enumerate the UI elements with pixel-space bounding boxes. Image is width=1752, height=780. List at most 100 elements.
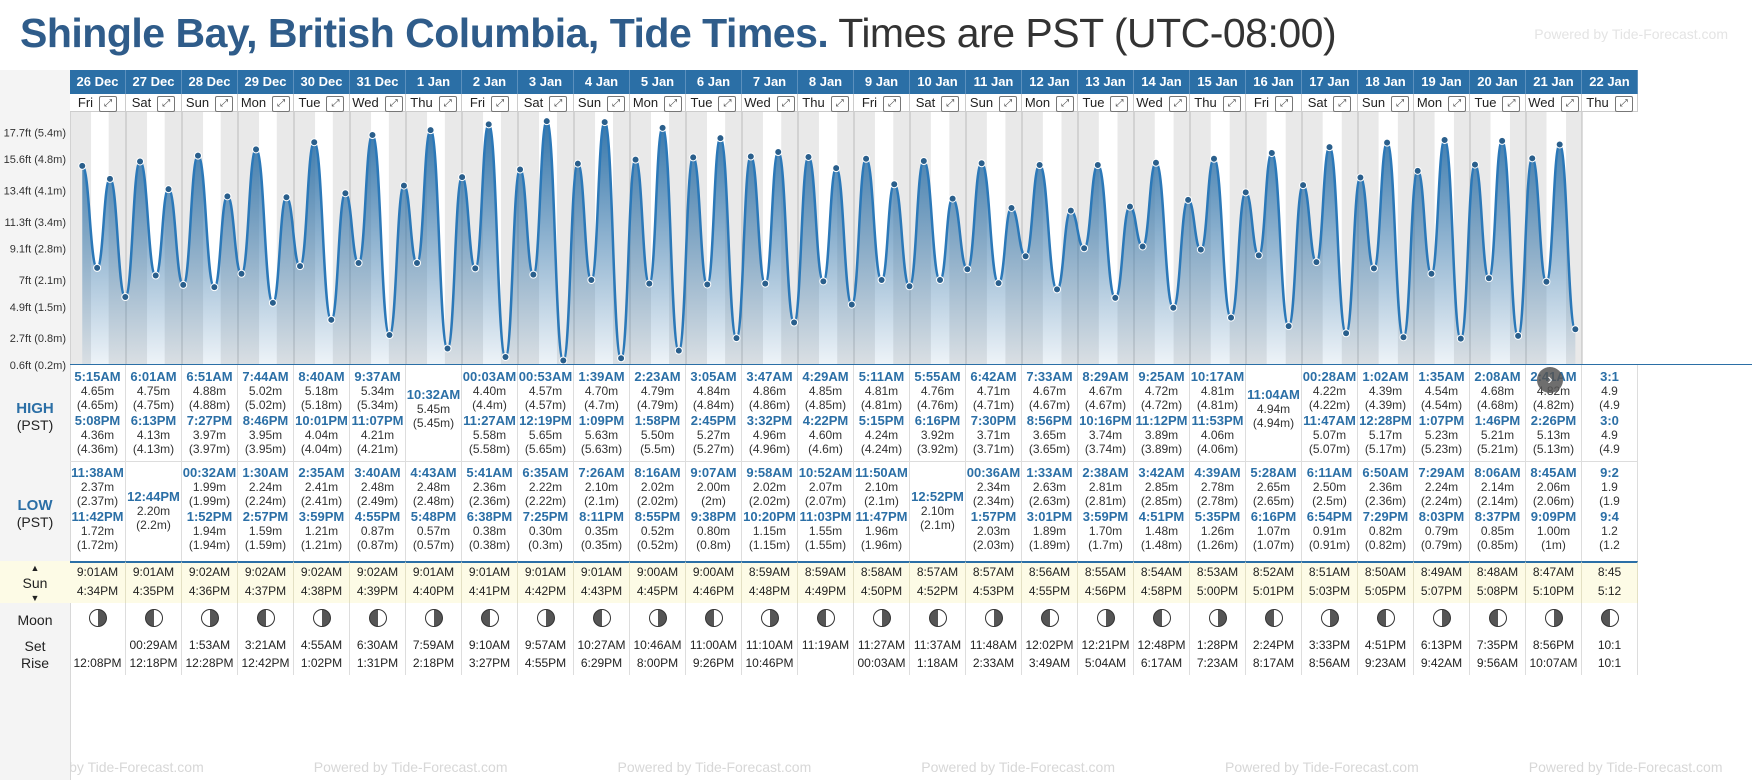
high-tide-cell: 10:32AM 5.45m (5.45m) <box>406 365 462 462</box>
expand-icon[interactable]: ⤢ <box>1502 95 1521 112</box>
tide-height-paren: (4.9 <box>1599 398 1620 412</box>
expand-icon[interactable]: ⤢ <box>1275 95 1294 112</box>
expand-icon[interactable]: ⤢ <box>718 95 737 112</box>
expand-icon[interactable]: ⤢ <box>1110 95 1129 112</box>
tide-height: 5.50m <box>640 428 675 442</box>
tide-height-paren: (3.95m) <box>244 442 287 456</box>
expand-icon[interactable]: ⤢ <box>1168 95 1187 112</box>
tide-height: 0.52m <box>640 524 675 538</box>
moonrise-time: 7:23AM <box>1196 656 1239 670</box>
tide-height: 3.97m <box>192 428 227 442</box>
sunrise-time: 8:56AM <box>1028 565 1071 579</box>
scroll-arrow-icon[interactable]: › <box>1537 367 1563 393</box>
tide-time: 11:53PM <box>1191 413 1244 428</box>
sun-label-text: Sun <box>22 575 48 591</box>
tide-height: 1.21m <box>304 524 339 538</box>
low-tide-entry: 10:20PM 1.15m (1.15m) <box>742 510 797 553</box>
high-label-text: HIGH <box>16 400 54 417</box>
expand-icon[interactable]: ⤢ <box>883 95 902 112</box>
expand-icon[interactable]: ⤢ <box>215 95 234 112</box>
tide-point <box>1528 154 1537 163</box>
low-tide-entry: 6:38PM 0.38m (0.38m) <box>462 510 517 553</box>
moon-phase-cell <box>966 603 1022 633</box>
low-tide-entry: 6:35AM 2.22m (2.22m) <box>518 466 573 509</box>
expand-icon[interactable]: ⤢ <box>99 95 118 112</box>
tide-time: 7:25PM <box>522 509 569 524</box>
dow-text: Thu <box>1586 95 1609 110</box>
tide-time: 11:03PM <box>799 509 852 524</box>
expand-icon[interactable]: ⤢ <box>157 95 176 112</box>
moonset-time: 3:33PM <box>1308 638 1351 652</box>
high-tide-cell: 7:33AM 4.67m (4.67m) 8:56PM 3.65m (3.65m) <box>1022 365 1078 462</box>
moon-phase-cell <box>518 603 574 633</box>
tide-point <box>368 131 377 140</box>
tide-height: 5.13m <box>1536 428 1571 442</box>
tide-height-paren: (4.21m) <box>356 442 399 456</box>
tide-time: 7:30PM <box>970 413 1017 428</box>
expand-icon[interactable]: ⤢ <box>1614 95 1633 112</box>
tide-time: 4:22PM <box>802 413 849 428</box>
low-tide-entry: 10:52AM 2.07m (2.07m) <box>798 466 853 509</box>
tide-height-paren: (4.65m) <box>76 398 119 412</box>
expand-icon[interactable]: ⤢ <box>664 95 683 112</box>
expand-icon[interactable]: ⤢ <box>776 95 795 112</box>
expand-icon[interactable]: ⤢ <box>384 95 403 112</box>
tide-height-paren: (1.94m) <box>188 538 231 552</box>
expand-icon[interactable]: ⤢ <box>549 95 568 112</box>
tide-time: 9:4 <box>1600 509 1619 524</box>
expand-icon[interactable]: ⤢ <box>941 95 960 112</box>
expand-icon[interactable]: ⤢ <box>1056 95 1075 112</box>
expand-icon[interactable]: ⤢ <box>1391 95 1410 112</box>
moon-times-cell: 4:51PM 9:23AM <box>1358 633 1414 675</box>
y-tick-label: 17.7ft (5.4m) <box>4 127 66 139</box>
low-tide-entry: 1:52PM 1.94m (1.94m) <box>182 510 237 553</box>
tide-point <box>1427 269 1436 278</box>
expand-icon[interactable]: ⤢ <box>1560 95 1579 112</box>
tide-point <box>1484 274 1493 283</box>
high-tide-cell: 6:01AM 4.75m (4.75m) 6:13PM 4.13m (4.13m) <box>126 365 182 462</box>
moonset-time: 8:56PM <box>1532 638 1575 652</box>
high-tide-entry: 9:37AM 5.34m (5.34m) <box>350 370 405 413</box>
sun-times-cell: 8:57AM 4:53PM <box>966 561 1022 603</box>
expand-icon[interactable]: ⤢ <box>491 95 510 112</box>
date-header: 29 Dec <box>238 70 294 94</box>
sunrise-time: 8:49AM <box>1420 565 1463 579</box>
moon-times-cell: 11:27AM 00:03AM <box>854 633 910 675</box>
tide-table[interactable]: 26 Dec Fri ⤢ 5:15AM 4.65m (4.65m) 5:08PM 4.36m(… <box>70 70 1752 780</box>
tide-time: 9:2 <box>1600 465 1619 480</box>
sunrise-time: 8:52AM <box>1252 565 1295 579</box>
expand-icon[interactable]: ⤢ <box>1448 95 1467 112</box>
expand-icon[interactable]: ⤢ <box>1222 95 1241 112</box>
sunset-time: 5:07PM <box>1420 584 1463 598</box>
tide-point <box>790 318 799 327</box>
high-tide-entry: 11:12PM 3.89m (3.89m) <box>1134 414 1189 457</box>
expand-icon[interactable]: ⤢ <box>999 95 1018 112</box>
expand-icon[interactable]: ⤢ <box>607 95 626 112</box>
sunset-time: 5:03PM <box>1308 584 1351 598</box>
y-tick-label: 15.6ft (4.8m) <box>4 154 66 166</box>
date-header: 12 Jan <box>1022 70 1078 94</box>
expand-icon[interactable]: ⤢ <box>326 95 345 112</box>
tide-height: 4.60m <box>808 428 843 442</box>
moonrise-time <box>798 654 853 672</box>
moon-times-cell: 12:21PM 5:04AM <box>1078 633 1134 675</box>
high-tide-entry: 7:44AM 5.02m (5.02m) <box>238 370 293 413</box>
tide-point <box>542 117 551 126</box>
sun-up-down-icon: ▲ <box>30 563 40 573</box>
tide-height: 0.87m <box>360 524 395 538</box>
date-header: 19 Jan <box>1414 70 1470 94</box>
low-tide-cell: 3:40AM 2.48m (2.49m) 4:55PM 0.87m (0.87m) <box>350 462 406 561</box>
sunset-time: 4:50PM <box>860 584 903 598</box>
expand-icon[interactable]: ⤢ <box>438 95 457 112</box>
moonrise-time: 12:08PM <box>73 656 122 670</box>
dow-text: Sun <box>1361 95 1386 110</box>
expand-icon[interactable]: ⤢ <box>1333 95 1352 112</box>
tide-point <box>847 300 856 309</box>
moonrise-time: 8:17AM <box>1252 656 1295 670</box>
expand-icon[interactable]: ⤢ <box>272 95 291 112</box>
moon-times-cell: 12:48PM 6:17AM <box>1134 633 1190 675</box>
expand-icon[interactable]: ⤢ <box>830 95 849 112</box>
day-of-week: Mon ⤢ <box>1414 94 1470 112</box>
tide-time: 2:35AM <box>298 465 345 480</box>
moon-phase-icon <box>928 609 947 627</box>
